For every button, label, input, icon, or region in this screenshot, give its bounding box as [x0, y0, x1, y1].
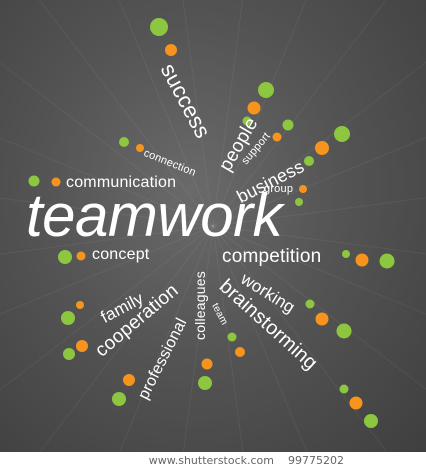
ray-line	[212, 225, 426, 390]
orange-dot	[315, 141, 329, 155]
orange-dot	[76, 301, 84, 309]
green-dot	[119, 137, 129, 147]
green-dot	[295, 198, 303, 206]
word-colleagues: colleagues	[192, 271, 208, 340]
ray-line	[0, 197, 214, 227]
ray-line	[212, 225, 426, 315]
ray-line	[212, 0, 244, 227]
word-cloud-canvas: teamwork success people support business…	[0, 0, 426, 452]
word-concept: concept	[92, 246, 150, 263]
ray-line	[182, 0, 214, 227]
ray-line	[212, 225, 308, 452]
green-dot	[336, 323, 352, 339]
green-dot	[364, 414, 378, 428]
ray-line	[118, 0, 214, 227]
orange-dot	[76, 340, 88, 352]
word-teamwork: teamwork	[26, 182, 283, 249]
ray-line	[212, 225, 244, 452]
ray-line	[0, 62, 214, 227]
ray-line	[212, 225, 388, 452]
word-competition: competition	[222, 246, 322, 267]
ray-line	[119, 225, 214, 452]
ray-line	[182, 225, 214, 452]
green-dot	[339, 384, 349, 394]
ray-line	[0, 225, 214, 315]
word-communication: communication	[66, 174, 177, 191]
green-dot	[334, 126, 350, 142]
green-dot	[342, 250, 350, 258]
orange-dot	[247, 101, 261, 115]
green-dot	[28, 175, 40, 187]
green-dot	[305, 299, 315, 309]
orange-dot	[235, 347, 245, 357]
orange-dot	[355, 253, 369, 267]
watermark-footer: www.shutterstock.com 99775202	[0, 452, 426, 470]
green-dot	[198, 376, 212, 390]
ray-line	[212, 137, 426, 227]
ray-line	[212, 197, 426, 227]
green-dot	[150, 18, 168, 36]
word-group: group	[264, 183, 294, 195]
ray-line	[212, 0, 387, 227]
orange-dot	[299, 185, 307, 193]
green-dot	[58, 250, 72, 264]
green-dot	[61, 311, 75, 325]
orange-dot	[201, 358, 213, 370]
ray-line	[212, 225, 426, 255]
orange-dot	[76, 251, 86, 261]
footer-image-number: 99775202	[288, 454, 344, 467]
green-dot	[242, 116, 252, 126]
orange-dot	[315, 312, 329, 326]
green-dot	[227, 332, 237, 342]
green-dot	[63, 348, 75, 360]
orange-dot	[136, 144, 144, 152]
ray-line	[0, 225, 214, 255]
green-dot	[112, 392, 126, 406]
ray-line	[0, 137, 214, 227]
green-dot	[304, 156, 314, 166]
ray-line	[38, 0, 214, 227]
orange-dot	[349, 396, 363, 410]
orange-dot	[51, 177, 61, 187]
ray-line	[0, 225, 214, 391]
ray-line	[212, 61, 426, 227]
orange-dot	[123, 374, 135, 386]
orange-dot	[165, 44, 177, 56]
green-dot	[282, 119, 294, 131]
ray-line	[39, 225, 214, 452]
ray-lines	[0, 0, 426, 452]
green-dot	[258, 82, 274, 98]
footer-site: www.shutterstock.com	[148, 454, 274, 467]
green-dot	[379, 253, 395, 269]
orange-dot	[272, 132, 282, 142]
ray-line	[212, 0, 307, 227]
